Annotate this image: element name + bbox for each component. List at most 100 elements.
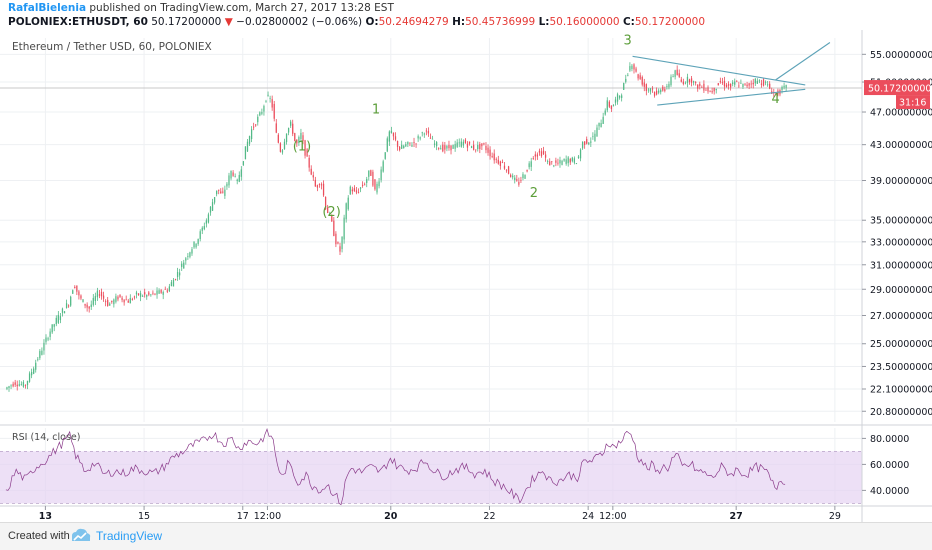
candle-body bbox=[285, 133, 288, 143]
candle bbox=[207, 212, 210, 224]
tradingview-logo-icon[interactable] bbox=[70, 527, 92, 545]
price-tick-label: 33.00000000 bbox=[870, 237, 932, 248]
wave-label: 4 bbox=[772, 92, 780, 107]
candle bbox=[565, 155, 567, 166]
candle-body bbox=[485, 145, 487, 151]
candle-body bbox=[532, 158, 534, 159]
candle-body bbox=[756, 80, 758, 84]
candle bbox=[131, 297, 133, 301]
candle-body bbox=[269, 98, 271, 99]
time-tick-label: 24 bbox=[582, 511, 594, 522]
candle bbox=[265, 99, 267, 103]
rsi-pane[interactable]: RSI (14, close) bbox=[0, 428, 862, 506]
candle bbox=[216, 190, 218, 197]
candle-body bbox=[33, 368, 35, 374]
trendline[interactable] bbox=[657, 88, 806, 106]
candle-body bbox=[475, 149, 477, 151]
candle bbox=[569, 157, 571, 165]
time-tick-label: 12:00 bbox=[599, 511, 626, 522]
candle-body bbox=[647, 89, 650, 91]
candle bbox=[376, 181, 378, 195]
candle bbox=[530, 157, 532, 172]
candle bbox=[199, 229, 201, 242]
candle-body bbox=[470, 146, 473, 148]
candle-body bbox=[621, 95, 623, 98]
candle bbox=[378, 178, 380, 189]
trendline[interactable] bbox=[775, 42, 831, 81]
candle-body bbox=[662, 86, 664, 91]
author-link[interactable]: RafalBielenia bbox=[8, 2, 87, 14]
chart-canvas[interactable]: Ethereum / Tether USD, 60, POLONIEX 3 1 (1)… bbox=[0, 30, 932, 522]
candle bbox=[466, 141, 469, 152]
candle-body bbox=[152, 292, 154, 294]
candle bbox=[96, 287, 99, 301]
candle bbox=[415, 143, 417, 148]
candle-body bbox=[596, 127, 598, 137]
candle bbox=[269, 95, 271, 103]
candle-body bbox=[592, 136, 594, 138]
candle bbox=[662, 85, 664, 92]
candle bbox=[209, 205, 212, 216]
candle bbox=[701, 85, 703, 88]
candle bbox=[600, 119, 602, 128]
candle bbox=[588, 142, 590, 146]
candle-body bbox=[594, 133, 596, 142]
candle-body bbox=[398, 146, 401, 150]
candle-body bbox=[213, 197, 216, 203]
candle-body bbox=[339, 246, 341, 252]
candle bbox=[318, 183, 321, 188]
price-tick-label: 47.00000000 bbox=[870, 108, 932, 119]
candle-body bbox=[135, 292, 138, 295]
candle-body bbox=[738, 85, 740, 87]
candle bbox=[736, 80, 738, 83]
candle bbox=[6, 386, 8, 391]
candle-body bbox=[740, 82, 742, 84]
candle bbox=[337, 241, 339, 245]
candle bbox=[366, 176, 368, 188]
candle-body bbox=[331, 215, 333, 222]
candle-body bbox=[631, 65, 633, 70]
candle bbox=[766, 80, 769, 87]
candle bbox=[84, 303, 86, 309]
candle-body bbox=[750, 83, 752, 85]
candle bbox=[273, 100, 275, 122]
candle bbox=[489, 146, 491, 160]
candle-body bbox=[121, 297, 123, 301]
candle-body bbox=[349, 186, 351, 195]
candle bbox=[639, 72, 641, 81]
candle bbox=[709, 90, 711, 93]
candle-body bbox=[199, 231, 201, 240]
candle bbox=[561, 159, 563, 166]
wave-label: 2 bbox=[530, 186, 538, 201]
tradingview-brand[interactable]: TradingView bbox=[96, 529, 163, 543]
candle-body bbox=[614, 99, 617, 103]
candle-body bbox=[664, 89, 666, 91]
candle bbox=[70, 295, 72, 307]
candle bbox=[643, 78, 645, 92]
candle-body bbox=[16, 384, 18, 387]
price-tick-label: 23.50000000 bbox=[870, 362, 932, 373]
price-tick-label: 25.00000000 bbox=[870, 339, 932, 350]
candle bbox=[719, 77, 721, 84]
symbol-label[interactable]: POLONIEX:ETHUSDT, 60 bbox=[8, 16, 148, 28]
candle-body bbox=[563, 158, 565, 161]
trendline[interactable] bbox=[632, 55, 806, 86]
candle bbox=[304, 139, 306, 159]
candle bbox=[664, 86, 666, 93]
candle bbox=[257, 114, 259, 126]
candle-body bbox=[160, 290, 162, 293]
candle-body bbox=[312, 175, 314, 178]
candle bbox=[398, 146, 401, 152]
price-pane[interactable]: Ethereum / Tether USD, 60, POLONIEX 3 1 (1)… bbox=[0, 33, 862, 422]
candle bbox=[431, 135, 434, 140]
candle bbox=[306, 148, 308, 157]
candle bbox=[614, 96, 617, 106]
candle bbox=[185, 256, 187, 265]
candle-body bbox=[734, 81, 736, 85]
candle-body bbox=[577, 156, 580, 158]
price-tick-label: 43.00000000 bbox=[870, 140, 932, 151]
candle-body bbox=[261, 112, 263, 114]
candle-body bbox=[158, 290, 160, 294]
open-label: O: bbox=[365, 16, 379, 28]
candle bbox=[238, 171, 240, 183]
